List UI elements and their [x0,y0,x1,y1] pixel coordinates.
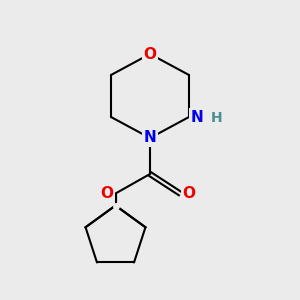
Text: O: O [143,46,157,62]
Text: N: N [190,110,203,124]
Text: N: N [144,130,156,146]
Text: O: O [182,186,195,201]
Text: O: O [100,186,113,201]
Text: H: H [211,112,222,125]
